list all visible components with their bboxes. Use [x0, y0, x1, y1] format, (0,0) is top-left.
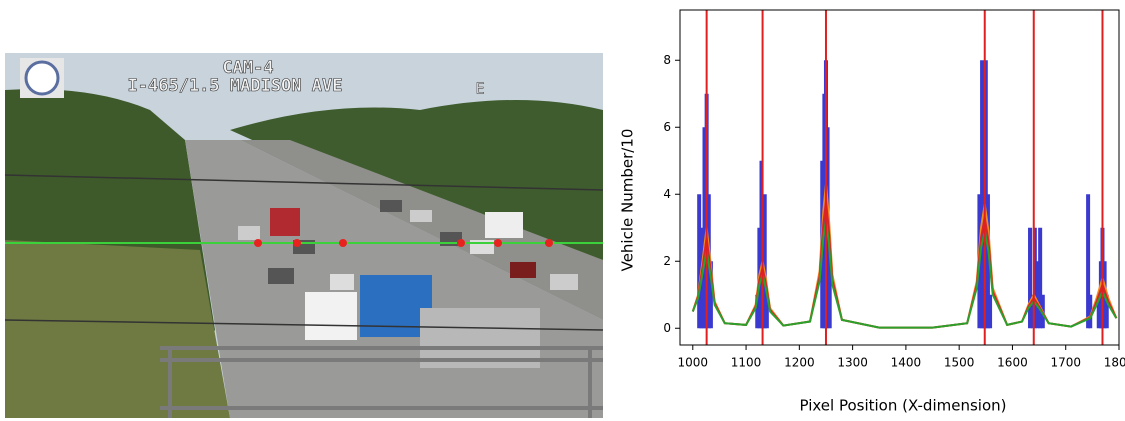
bar	[988, 295, 992, 329]
chart: Vehicle Number/10 Pixel Position (X-dime…	[603, 0, 1125, 421]
camera-direction: E	[475, 80, 484, 98]
x-tick-label: 1800	[1104, 356, 1125, 370]
left-grass	[5, 240, 230, 418]
y-tick-label: 2	[663, 254, 671, 268]
y-tick-label: 4	[663, 187, 671, 201]
x-tick-label: 1700	[1050, 356, 1081, 370]
x-tick-label: 1200	[784, 356, 815, 370]
x-axis-label: Pixel Position (X-dimension)	[800, 397, 1007, 415]
x-tick-label: 1400	[891, 356, 922, 370]
x-tick-label: 1300	[837, 356, 868, 370]
camera-location: I-465/1.5 MADISON AVE	[128, 76, 343, 96]
y-tick-label: 6	[663, 120, 671, 134]
x-tick-label: 1500	[944, 356, 975, 370]
x-tick-label: 1000	[678, 356, 709, 370]
y-tick-label: 8	[663, 53, 671, 67]
y-axis-label: Vehicle Number/10	[619, 129, 637, 272]
x-tick-label: 1600	[997, 356, 1028, 370]
y-tick-label: 0	[663, 321, 671, 335]
plot-frame	[680, 10, 1119, 345]
page: CAM-4 I-465/1.5 MADISON AVE E Vehicle Nu…	[0, 0, 1125, 421]
logo	[26, 62, 58, 94]
x-tick-label: 1100	[731, 356, 762, 370]
camera-name: CAM-4	[222, 58, 273, 78]
camera-image: CAM-4 I-465/1.5 MADISON AVE E	[0, 0, 603, 421]
